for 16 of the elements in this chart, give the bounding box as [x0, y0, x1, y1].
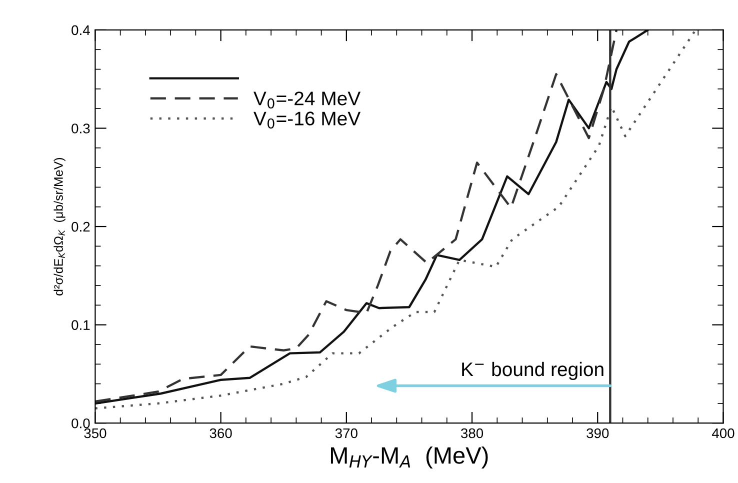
x-tick-label: 350 [84, 428, 106, 438]
x-tick-label: 400 [712, 428, 734, 438]
x-axis-title: M$_{HY}$-M$_{A}$ (MeV) [331, 446, 488, 468]
y-tick-label: 0.1 [72, 320, 90, 330]
y-axis-title: d²σ/dE$_{K}$dΩ$_{K}$ (μb/sr/MeV) [54, 158, 66, 296]
x-tick-label: 360 [210, 428, 232, 438]
x-tick-label: 380 [460, 428, 484, 438]
y-tick-label: 0.4 [72, 25, 90, 36]
y-tick-label: 0.2 [72, 222, 90, 232]
x-tick-label: 390 [586, 428, 609, 438]
x-tick-label: 370 [335, 428, 358, 438]
y-tick-label: 0.0 [72, 418, 90, 428]
y-tick-label: 0.3 [72, 124, 90, 134]
legend-label: V$_{0}$=-24 MeV [254, 92, 361, 109]
legend-label: V$_{0}$=-16 MeV [254, 112, 361, 129]
annotation: K$^{−}$ bound region [462, 362, 604, 380]
